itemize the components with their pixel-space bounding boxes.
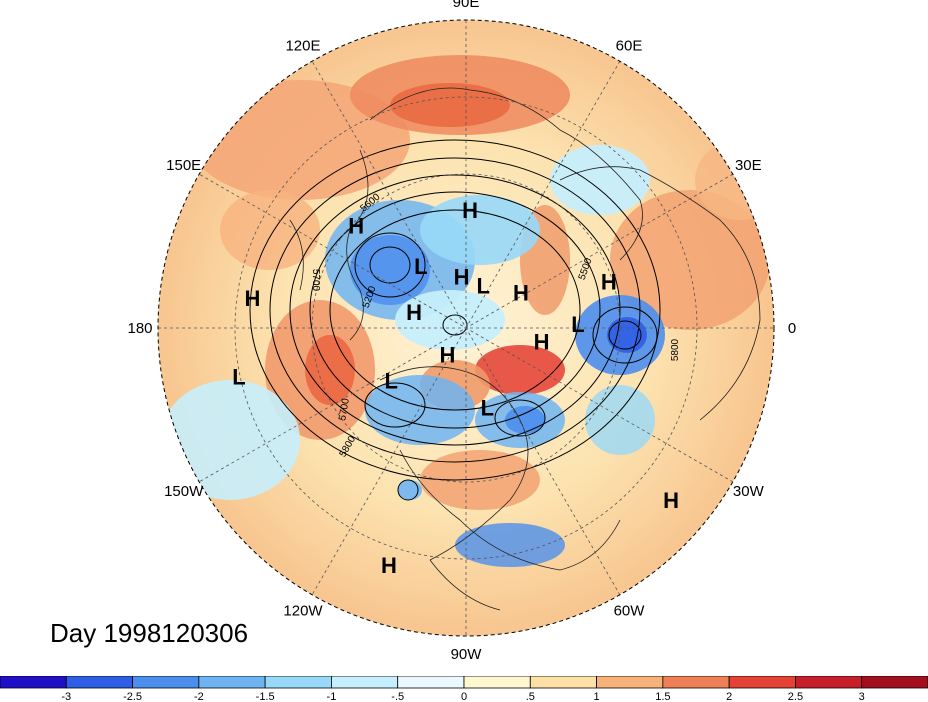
longitude-label: 150W <box>164 483 204 500</box>
colorbar-box <box>397 676 465 689</box>
longitude-label: 30W <box>733 483 765 500</box>
colorbar-tick-label: .5 <box>526 691 535 702</box>
longitude-label: 150E <box>166 157 201 174</box>
colorbar-tick-label: -.5 <box>391 691 404 702</box>
low-pressure-marker: L <box>481 396 494 421</box>
colorbar-ticks: -3 -2.5 -2 -1.5 -1 -.5 0 .5 1 1.5 2 2.5 3 <box>61 691 864 702</box>
high-pressure-marker: H <box>663 488 679 513</box>
height-contours <box>249 139 661 501</box>
high-pressure-marker: H <box>462 198 478 223</box>
colorbar-tick-label: 3 <box>859 691 865 702</box>
colorbar-box <box>331 676 399 689</box>
colorbar-tick-label: 2.5 <box>788 691 803 702</box>
colorbar-boxes <box>0 676 928 689</box>
map-boundary <box>157 19 775 637</box>
high-pressure-marker: H <box>244 286 260 311</box>
longitude-label: 60W <box>614 602 646 619</box>
longitude-labels: 90E 60E 30E 0 30W 60W 90W 120W 150W 180 150E 120E <box>127 0 796 663</box>
colorbar-tick-label: -2 <box>194 691 204 702</box>
colorbar-tick-label: -2.5 <box>123 691 142 702</box>
colorbar-box <box>0 676 67 689</box>
colorbar-box <box>795 676 863 689</box>
longitude-label: 60E <box>616 38 643 55</box>
high-pressure-marker: H <box>454 265 470 290</box>
high-pressure-marker: H <box>348 214 364 239</box>
low-pressure-marker: L <box>232 364 245 389</box>
colorbar-box <box>728 676 796 689</box>
longitude-label: 30E <box>735 157 762 174</box>
colorbar-box <box>264 676 332 689</box>
high-pressure-marker: H <box>601 270 617 295</box>
high-pressure-marker: H <box>513 280 529 305</box>
high-pressure-marker: H <box>406 300 422 325</box>
high-pressure-marker: H <box>534 329 550 354</box>
day-label: Day 1998120306 <box>50 618 249 648</box>
longitude-label: 180 <box>127 320 152 337</box>
colorbar-box <box>132 676 200 689</box>
contour-label: 5800 <box>670 338 681 361</box>
high-pressure-marker: H <box>439 343 455 368</box>
colorbar-tick-label: -3 <box>61 691 71 702</box>
colorbar-tick-label: 1 <box>594 691 600 702</box>
longitude-label: 120W <box>283 602 323 619</box>
contour-label: 5700 <box>337 397 352 421</box>
colorbar-tick-label: -1.5 <box>256 691 275 702</box>
colorbar-tick-label: 0 <box>461 691 467 702</box>
colorbar-box <box>198 676 266 689</box>
graticule <box>158 20 774 636</box>
contour-label: 5700 <box>310 269 321 292</box>
longitude-label: 120E <box>285 38 320 55</box>
colorbar-tick-label: -1 <box>327 691 337 702</box>
polar-stereographic-map: 90E 60E 30E 0 30W 60W 90W 120W 150W 180 150E 120E 5… <box>127 0 796 663</box>
longitude-label: 0 <box>788 320 796 337</box>
colorbar-box <box>662 676 730 689</box>
low-pressure-marker: L <box>414 254 427 279</box>
longitude-label: 90W <box>451 646 483 663</box>
high-pressure-marker: H <box>381 553 397 578</box>
longitude-label: 90E <box>453 0 480 11</box>
colorbar-box <box>65 676 133 689</box>
colorbar-box <box>596 676 664 689</box>
low-pressure-marker: L <box>477 273 490 298</box>
colorbar-tick-label: 2 <box>726 691 732 702</box>
colorbar-box <box>463 676 531 689</box>
coastlines <box>289 87 761 611</box>
low-pressure-marker: L <box>571 312 584 337</box>
colorbar: -3 -2.5 -2 -1.5 -1 -.5 0 .5 1 1.5 2 2.5 3 <box>0 676 928 702</box>
colorbar-box <box>529 676 597 689</box>
colorbar-tick-label: 1.5 <box>655 691 670 702</box>
colorbar-box <box>861 676 928 689</box>
low-pressure-marker: L <box>385 368 398 393</box>
